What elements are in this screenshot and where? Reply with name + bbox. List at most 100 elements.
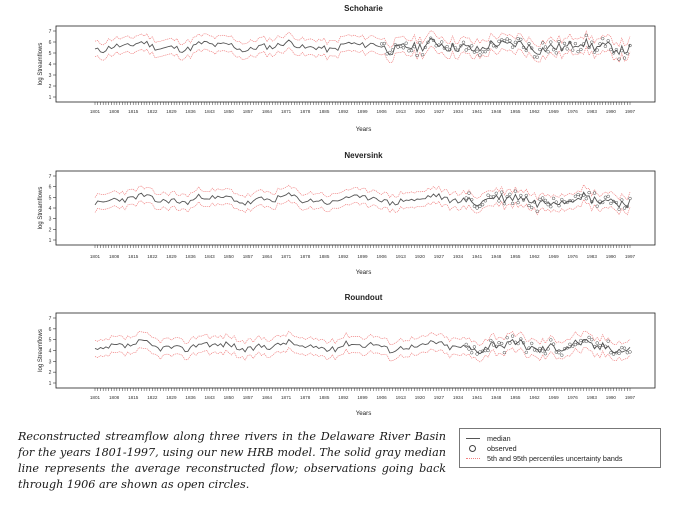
observed-point	[475, 352, 479, 356]
observed-point	[497, 199, 501, 203]
observed-point	[486, 193, 490, 197]
observed-point	[535, 349, 539, 353]
observed-point	[538, 346, 542, 351]
observed-point	[571, 344, 575, 348]
observed-point	[524, 193, 528, 198]
observed-point	[467, 191, 471, 195]
plot-frame	[55, 25, 656, 103]
observed-point	[622, 56, 627, 60]
observed-point	[379, 42, 384, 46]
observed-point	[521, 45, 526, 50]
observed-point	[521, 341, 526, 345]
x-tick-label: 1801	[90, 109, 101, 114]
y-tick-label: 2	[49, 84, 52, 90]
observed-point	[562, 200, 567, 204]
x-tick-label: 1885	[319, 109, 330, 114]
observed-point	[565, 346, 569, 350]
x-tick-label: 1815	[128, 109, 139, 114]
x-tick-label: 1934	[453, 109, 464, 114]
x-tick-label: 1990	[606, 254, 617, 259]
x-tick-label: 1801	[90, 395, 101, 400]
observed-point	[617, 351, 621, 356]
observed-point	[620, 49, 624, 53]
observed-point	[472, 204, 477, 208]
observed-point	[587, 45, 591, 50]
observed-point	[584, 197, 588, 201]
x-tick-label: 1878	[300, 109, 311, 114]
observed-point	[494, 45, 498, 49]
observed-point	[530, 205, 534, 210]
chart-title: Schoharie	[344, 4, 383, 13]
observed-point	[546, 50, 550, 54]
observed-point	[625, 204, 629, 209]
observed-point	[573, 342, 578, 347]
observed-point	[609, 47, 613, 52]
y-tick-label: 5	[49, 195, 52, 201]
observed-point	[598, 42, 602, 46]
observed-point	[530, 46, 534, 50]
x-tick-label: 1920	[415, 254, 426, 259]
observed-point	[396, 45, 400, 49]
observed-point	[551, 48, 556, 52]
x-tick-label: 1822	[147, 254, 158, 259]
observed-point	[489, 338, 493, 343]
upper-band-line	[94, 330, 631, 347]
observed-point	[505, 336, 509, 340]
observed-point	[584, 339, 588, 344]
y-tick-label: 7	[49, 316, 52, 322]
x-tick-label: 1906	[376, 109, 387, 114]
observed-point	[480, 203, 485, 207]
observed-point	[562, 41, 567, 46]
y-axis-label: log Streamflows	[38, 329, 44, 372]
observed-point	[472, 345, 477, 349]
observed-point	[551, 196, 556, 201]
observed-point	[617, 57, 621, 61]
observed-point	[508, 341, 512, 345]
x-tick-label: 1990	[606, 395, 617, 400]
observed-point	[519, 37, 523, 42]
observed-point	[606, 39, 610, 43]
y-tick-label: 2	[49, 227, 52, 233]
observed-point	[530, 341, 534, 346]
x-tick-label: 1934	[453, 395, 464, 400]
observed-point	[516, 36, 520, 41]
observed-point	[513, 189, 518, 193]
x-tick-label: 1850	[224, 109, 235, 114]
x-tick-label: 1808	[109, 254, 120, 259]
observed-point	[576, 192, 580, 197]
observed-point	[464, 48, 468, 52]
x-tick-label: 1892	[338, 109, 349, 114]
x-tick-label: 1927	[434, 395, 445, 400]
observed-point	[467, 46, 471, 50]
observed-point	[519, 337, 523, 341]
legend-label: 5th and 95th percentiles uncertainty ban…	[487, 454, 623, 463]
x-tick-label: 1864	[262, 109, 273, 114]
y-tick-label: 4	[49, 62, 52, 68]
observed-point	[399, 44, 403, 49]
observed-point	[581, 42, 586, 46]
observed-point	[527, 42, 531, 46]
x-tick-label: 1857	[243, 395, 254, 400]
observed-point	[560, 197, 564, 202]
y-tick-label: 3	[49, 73, 52, 79]
x-tick-label: 1864	[262, 254, 273, 259]
observed-point	[415, 53, 419, 58]
observed-point	[546, 347, 550, 351]
y-tick-label: 1	[49, 381, 52, 387]
y-tick-label: 3	[49, 359, 52, 365]
x-tick-label: 1997	[625, 254, 636, 259]
observed-point	[390, 48, 395, 52]
observed-point	[532, 55, 537, 59]
observed-point	[625, 51, 629, 56]
observed-point	[571, 199, 575, 203]
x-axis-label: Years	[356, 410, 372, 417]
observed-point	[628, 43, 632, 48]
observed-point	[546, 203, 550, 207]
x-tick-label: 1836	[185, 109, 196, 114]
observed-point	[565, 47, 569, 51]
chart-title: Roundout	[345, 293, 383, 302]
x-tick-label: 1864	[262, 395, 273, 400]
observed-point	[595, 204, 599, 208]
observed-point	[431, 38, 436, 43]
observed-point	[538, 47, 542, 52]
